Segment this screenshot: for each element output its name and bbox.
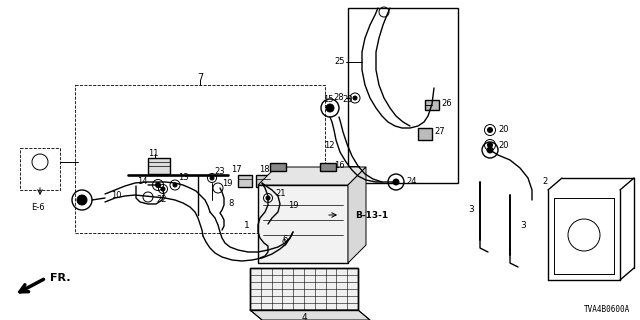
Circle shape [289, 228, 297, 236]
Text: 19: 19 [288, 201, 298, 210]
Circle shape [393, 179, 399, 185]
Circle shape [488, 142, 493, 148]
Text: TVA4B0600A: TVA4B0600A [584, 305, 630, 314]
Text: 10: 10 [111, 190, 122, 199]
Bar [256, 175, 270, 187]
Circle shape [77, 195, 87, 205]
Circle shape [353, 96, 357, 100]
Text: 2: 2 [542, 178, 547, 187]
Polygon shape [250, 310, 370, 320]
Text: 19: 19 [222, 179, 232, 188]
Bar [75, 85, 325, 233]
Text: FR.: FR. [50, 273, 70, 283]
Text: 8: 8 [228, 199, 234, 209]
Circle shape [173, 183, 177, 187]
Text: 24: 24 [406, 178, 417, 187]
Text: 20: 20 [342, 95, 353, 105]
Text: 18: 18 [259, 165, 269, 174]
Text: 6: 6 [282, 236, 288, 244]
Text: 11: 11 [148, 148, 159, 157]
Text: 7: 7 [197, 73, 203, 83]
Text: 3: 3 [468, 205, 474, 214]
Bar [418, 128, 432, 140]
Text: 20: 20 [498, 140, 509, 149]
Bar [425, 100, 439, 110]
Text: 17: 17 [230, 165, 241, 174]
Text: 20: 20 [498, 125, 509, 134]
Polygon shape [258, 167, 366, 185]
Bar [20, 148, 60, 190]
Polygon shape [250, 268, 358, 310]
Circle shape [266, 196, 270, 200]
Bar [250, 268, 358, 310]
Bar [148, 158, 170, 174]
Text: E-6: E-6 [31, 204, 45, 212]
Bar [238, 175, 252, 187]
Text: 27: 27 [434, 127, 445, 137]
Text: 12: 12 [324, 140, 335, 149]
Text: 4: 4 [301, 314, 307, 320]
Text: B-13-1: B-13-1 [355, 211, 388, 220]
Text: 28: 28 [333, 93, 344, 102]
Bar [258, 185, 348, 263]
Text: 3: 3 [520, 220, 525, 229]
Text: 21: 21 [275, 189, 285, 198]
Circle shape [161, 187, 165, 191]
Text: 25: 25 [335, 58, 345, 67]
Text: 26: 26 [441, 99, 452, 108]
Bar [250, 268, 358, 310]
Text: 23: 23 [214, 167, 225, 177]
Text: 13: 13 [178, 173, 189, 182]
Text: 1: 1 [244, 220, 250, 229]
Bar [320, 163, 336, 171]
Bar [348, 8, 458, 183]
Circle shape [488, 127, 493, 132]
Circle shape [210, 176, 214, 180]
Text: 9: 9 [282, 239, 287, 249]
Text: 22: 22 [157, 196, 167, 204]
Polygon shape [348, 167, 366, 263]
Text: 16: 16 [334, 162, 345, 171]
Circle shape [156, 182, 161, 188]
Text: 14: 14 [138, 177, 148, 186]
Circle shape [487, 147, 493, 153]
Bar [310, 212, 322, 224]
Bar [270, 163, 286, 171]
Bar [350, 166, 359, 177]
Circle shape [326, 104, 334, 112]
Text: 15: 15 [323, 94, 333, 103]
